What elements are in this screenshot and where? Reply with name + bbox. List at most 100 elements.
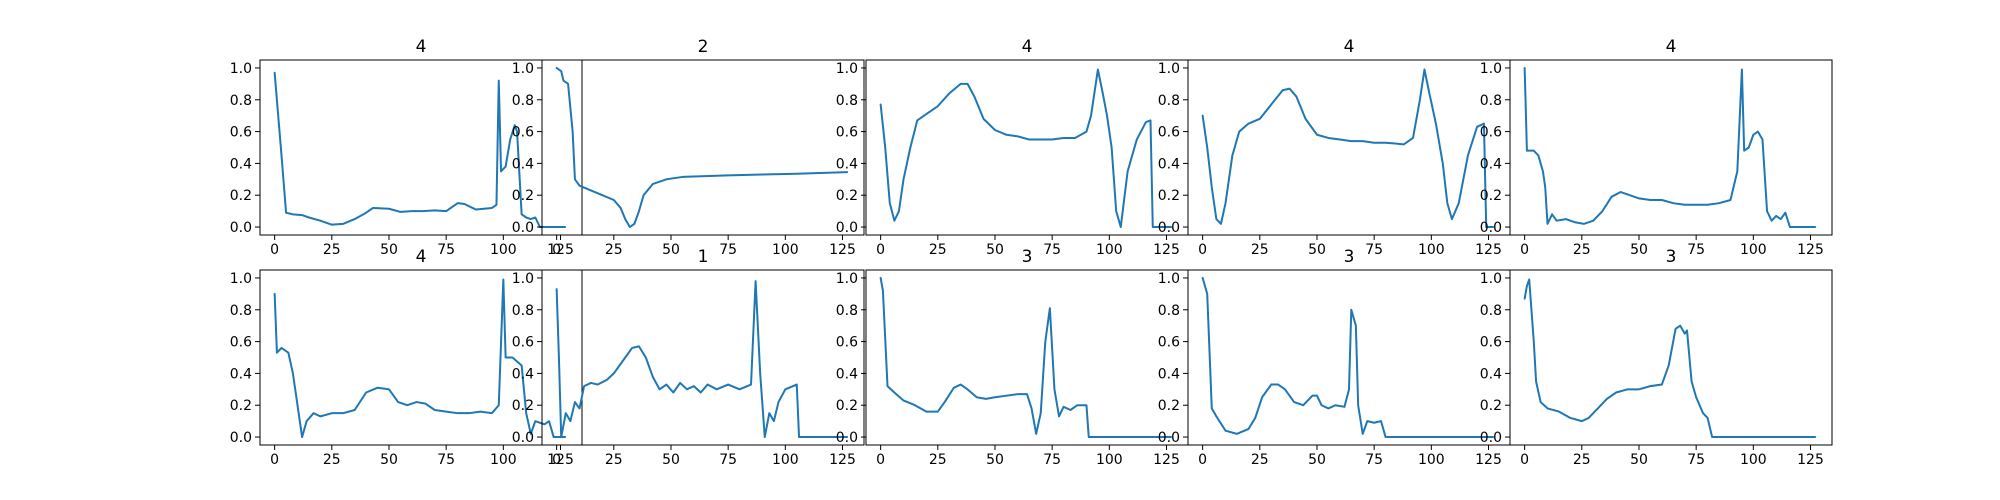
y-tick-label: 0.2 (836, 398, 858, 414)
subplot-1: 0 25 50 75 100 125 0.0 0.2 0.4 0.6 0.8 1.0 4 (230, 37, 583, 258)
y-tick-label: 1.0 (512, 271, 534, 287)
y-tick-label: 1.0 (836, 61, 858, 77)
y-tick-label: 0.4 (836, 156, 858, 172)
y-tick-label: 0.6 (836, 125, 858, 141)
subplot-title: 4 (1022, 37, 1033, 57)
x-tick-label: 75 (1687, 452, 1705, 468)
y-tick-label: 0.2 (512, 398, 534, 414)
data-line (1201, 68, 1495, 229)
x-tick-label: 25 (323, 242, 341, 258)
axes-frame (541, 59, 865, 236)
x-tick-label: 0 (1520, 452, 1529, 468)
y-tick-label: 1.0 (1158, 61, 1180, 77)
y-tick-label: 1.0 (230, 271, 252, 287)
subplot-title: 2 (698, 37, 709, 57)
data-line (1201, 276, 1495, 439)
data-line (1523, 278, 1817, 439)
x-tick-label: 125 (1153, 242, 1180, 258)
y-tick-label: 0.8 (1480, 303, 1502, 319)
subplot-5: 0 25 50 75 100 125 0.0 0.2 0.4 0.6 0.8 1.0 4 (1480, 37, 1833, 258)
y-tick-label: 0.4 (1480, 366, 1502, 382)
x-tick-label: 0 (552, 452, 561, 468)
y-tick-label: 0.4 (230, 156, 252, 172)
x-tick-label: 50 (986, 242, 1004, 258)
axes-frame (865, 59, 1189, 236)
subplot-8: 0 25 50 75 100 125 0.0 0.2 0.4 0.6 0.8 1.0 3 (836, 247, 1189, 468)
x-tick-label: 125 (547, 452, 574, 468)
x-tick-label: 0 (1520, 242, 1529, 258)
axes-frame (259, 59, 583, 236)
y-tick-label: 1.0 (1480, 61, 1502, 77)
x-tick-label: 0 (876, 242, 885, 258)
axes-frame (1509, 59, 1833, 236)
x-tick-label: 25 (605, 242, 623, 258)
y-tick-label: 0.6 (1158, 125, 1180, 141)
x-tick-label: 25 (1573, 452, 1591, 468)
x-tick-label: 50 (1630, 452, 1648, 468)
axes-frame (1509, 269, 1833, 446)
x-tick-label: 125 (1153, 452, 1180, 468)
y-tick-label: 0.2 (836, 188, 858, 204)
x-tick-label: 0 (270, 242, 279, 258)
y-tick-label: 0.0 (230, 220, 252, 236)
x-tick-label: 25 (323, 452, 341, 468)
y-tick-label: 0.8 (836, 303, 858, 319)
y-tick-label: 0.2 (512, 188, 534, 204)
y-tick-label: 0.8 (836, 93, 858, 109)
data-line (555, 280, 849, 439)
data-line (879, 68, 1173, 229)
y-tick-label: 0.2 (230, 398, 252, 414)
y-tick-label: 0.6 (230, 125, 252, 141)
subplot-title: 4 (416, 37, 427, 57)
y-tick-label: 0.0 (512, 430, 534, 446)
x-tick-label: 75 (437, 242, 455, 258)
x-tick-label: 100 (1740, 242, 1767, 258)
y-tick-label: 0.4 (836, 366, 858, 382)
y-tick-label: 0.8 (1158, 303, 1180, 319)
y-tick-label: 0.4 (512, 156, 534, 172)
x-tick-label: 125 (1475, 242, 1502, 258)
axes-frame (541, 269, 865, 446)
data-line (1523, 66, 1817, 229)
y-tick-label: 1.0 (1158, 271, 1180, 287)
y-tick-label: 0.4 (230, 366, 252, 382)
y-tick-label: 0.0 (1158, 220, 1180, 236)
y-tick-label: 0.2 (230, 188, 252, 204)
y-tick-label: 1.0 (230, 61, 252, 77)
subplot-title: 4 (1344, 37, 1355, 57)
x-tick-label: 125 (1475, 452, 1502, 468)
data-line (555, 66, 849, 229)
y-tick-label: 0.8 (230, 303, 252, 319)
y-tick-label: 1.0 (512, 61, 534, 77)
axes-frame (865, 269, 1189, 446)
x-tick-label: 25 (929, 452, 947, 468)
y-tick-label: 0.6 (512, 335, 534, 351)
y-tick-label: 0.0 (512, 220, 534, 236)
y-tick-label: 0.4 (1158, 366, 1180, 382)
y-tick-label: 0.8 (1480, 93, 1502, 109)
x-tick-label: 100 (490, 452, 517, 468)
x-tick-label: 100 (772, 242, 799, 258)
x-tick-label: 100 (1418, 452, 1445, 468)
x-tick-label: 50 (662, 242, 680, 258)
x-tick-label: 100 (490, 242, 517, 258)
y-tick-label: 0.6 (230, 335, 252, 351)
subplot-title: 3 (1022, 247, 1033, 267)
x-tick-label: 50 (1308, 242, 1326, 258)
subplot-9: 0 25 50 75 100 125 0.0 0.2 0.4 0.6 0.8 1.0 3 (1158, 247, 1511, 468)
subplot-title: 3 (1344, 247, 1355, 267)
subplot-title: 3 (1666, 247, 1677, 267)
y-tick-label: 0.2 (1480, 188, 1502, 204)
x-tick-label: 75 (1687, 242, 1705, 258)
subplot-2: 0 25 50 75 100 125 0.0 0.2 0.4 0.6 0.8 1.0 2 (512, 37, 865, 258)
subplot-10: 0 25 50 75 100 125 0.0 0.2 0.4 0.6 0.8 1.0 3 (1480, 247, 1833, 468)
x-tick-label: 125 (547, 242, 574, 258)
y-tick-label: 0.4 (1480, 156, 1502, 172)
x-tick-label: 100 (1096, 452, 1123, 468)
y-tick-label: 0.4 (1158, 156, 1180, 172)
subplot-title: 4 (1666, 37, 1677, 57)
subplot-title: 1 (698, 247, 709, 267)
x-tick-label: 50 (380, 242, 398, 258)
y-tick-label: 0.6 (1480, 335, 1502, 351)
x-tick-label: 100 (772, 452, 799, 468)
